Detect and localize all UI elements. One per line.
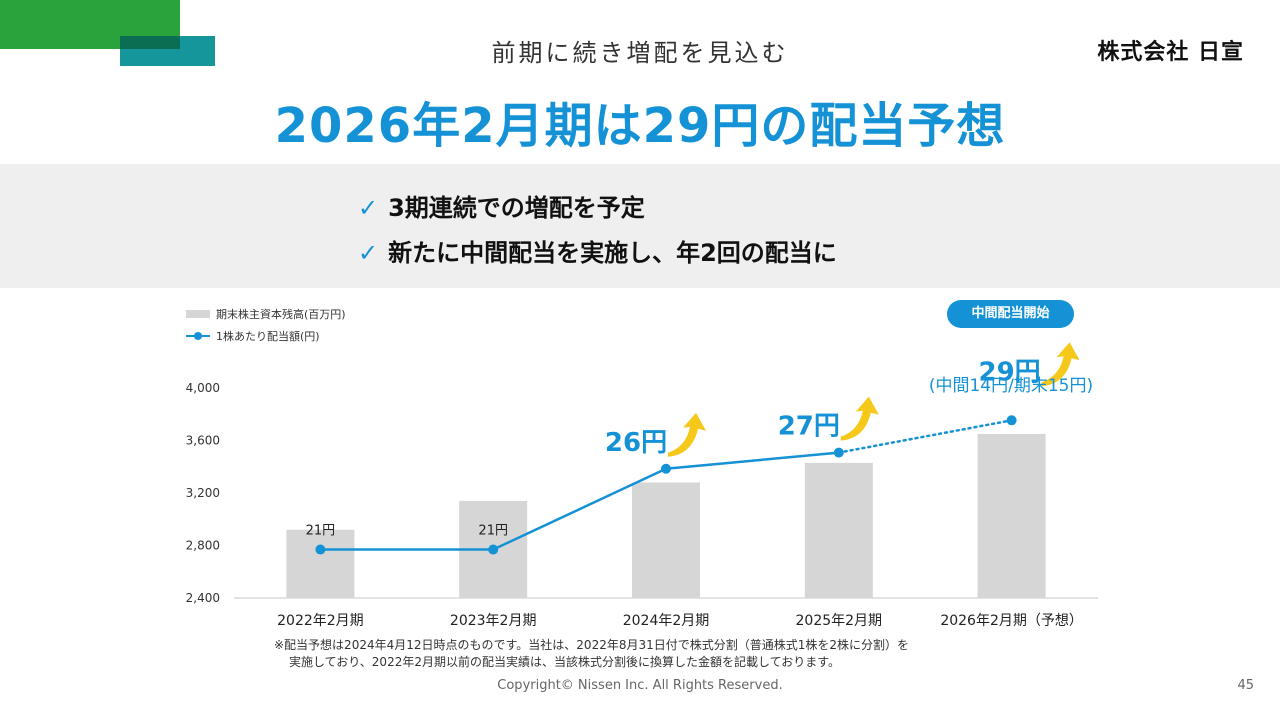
legend-line-swatch [186,332,210,340]
highlight-text-2: 新たに中間配当を実施し、年2回の配当に [388,239,837,267]
checkmark-icon: ✓ [358,239,379,267]
company-logo: 株式会社 日宣 [1097,40,1244,65]
dividend-line [320,451,839,551]
page-title: 2026年2月期は29円の配当予想 [274,98,1006,154]
legend-bar-label: 期末株主資本残高(百万円) [216,308,346,321]
page-subtitle: 前期に続き増配を見込む [491,39,789,67]
x-category-label: 2023年2月期 [450,613,537,629]
legend-line-series: 1株あたり配当額(円) [186,328,320,344]
dividend-data-label: 27円 [778,412,840,442]
y-tick-label: 3,200 [186,486,220,500]
y-tick-label: 2,400 [186,591,220,605]
dividend-point [833,447,844,458]
y-tick-label: 4,000 [186,381,220,395]
dividend-forecast-line [837,419,1013,454]
x-category-label: 2026年2月期（予想） [940,613,1083,629]
corner-accent-overlap [120,36,180,49]
equity-bar [632,482,700,598]
highlight-band [0,164,1280,288]
copyright: Copyright© Nissen Inc. All Rights Reserv… [497,678,783,693]
highlight-item-1: ✓ 3期連続での増配を予定 [358,188,645,223]
dividend-data-label: 26円 [605,428,667,458]
dividend-data-label: 29円 [979,357,1041,387]
highlight-text-1: 3期連続での増配を予定 [388,194,645,222]
dividend-point [661,463,671,474]
footnote-line-2: 実施しており、2022年2月期以前の配当実績は、当該株式分割後に換算した金額を記… [289,655,841,669]
x-category-label: 2022年2月期 [277,613,364,629]
x-category-label: 2025年2月期 [796,613,883,629]
equity-bar [286,529,355,598]
checkmark-icon: ✓ [358,194,379,222]
forecast-breakdown-label: (中間14円/期末15円) [929,376,1093,396]
y-tick-label: 3,600 [186,434,220,448]
page-number: 45 [1237,678,1254,693]
footnote: ※配当予想は2024年4月12日時点のものです。当社は、2022年8月31日付で… [274,637,909,671]
increase-arrow-icon [668,412,706,457]
equity-bar [977,433,1046,598]
dividend-point [488,544,499,555]
x-category-label: 2024年2月期 [623,613,710,629]
legend-line-label: 1株あたり配当額(円) [216,330,320,343]
interim-dividend-badge: 中間配当開始 [947,300,1074,328]
dividend-point [315,544,326,555]
equity-bar [804,462,873,598]
increase-arrow-icon [1041,342,1080,387]
dividend-point [1006,415,1017,426]
increase-arrow-icon [840,396,879,441]
y-tick-label: 2,800 [186,539,220,553]
highlight-item-2: ✓ 新たに中間配当を実施し、年2回の配当に [358,233,837,268]
legend-bar-series: 期末株主資本残高(百万円) [186,306,346,322]
dividend-data-label: 21円 [478,524,508,539]
footnote-line-1: ※配当予想は2024年4月12日時点のものです。当社は、2022年8月31日付で… [274,638,910,652]
legend-bar-swatch [186,310,210,318]
dividend-data-label: 21円 [306,524,336,539]
